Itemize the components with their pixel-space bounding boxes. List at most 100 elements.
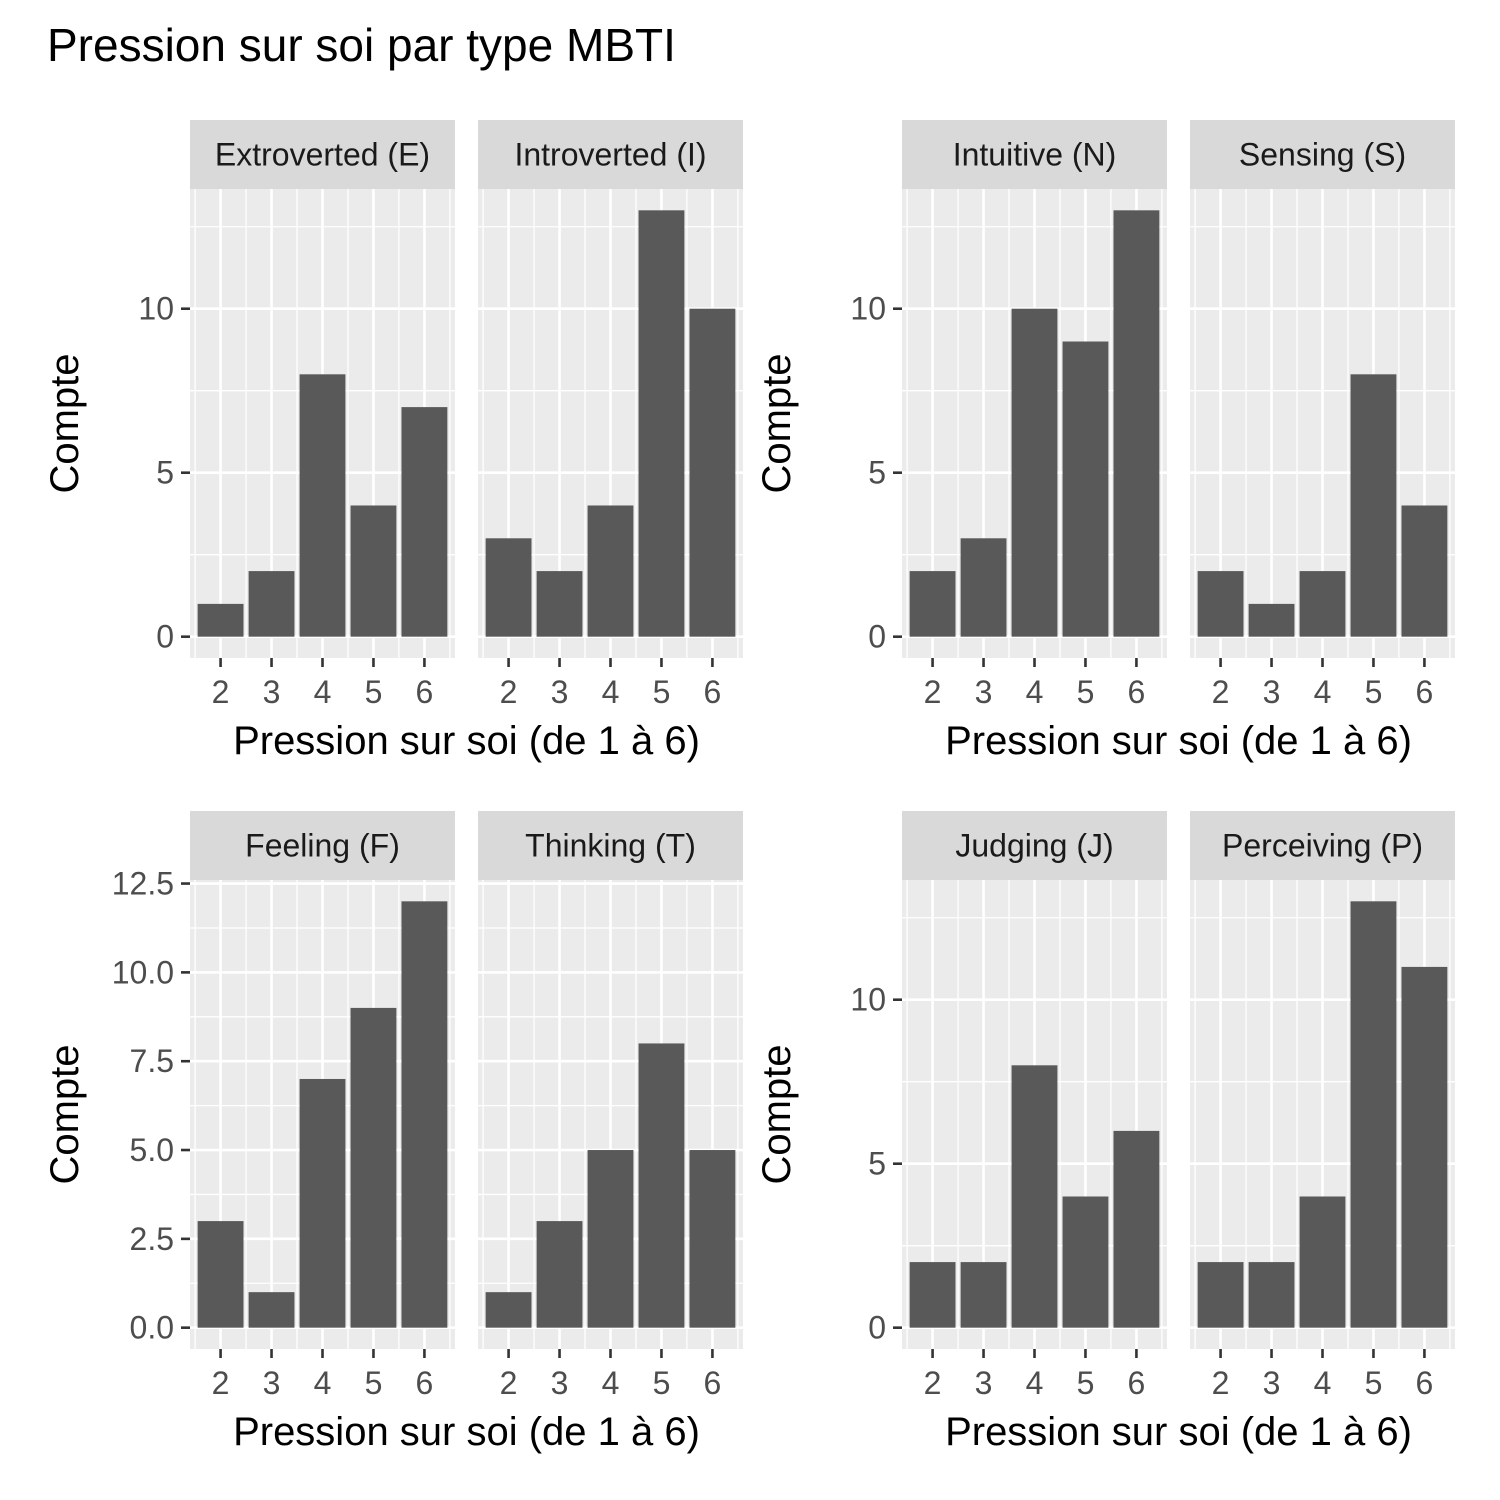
bar (587, 505, 634, 637)
bar (350, 1007, 397, 1328)
x-tick-label: 5 (365, 1365, 383, 1401)
x-axis-title: Pression sur soi (de 1 à 6) (945, 719, 1412, 763)
bar (1113, 210, 1160, 637)
facet-strip-label: Intuitive (N) (953, 137, 1117, 173)
x-tick-label: 4 (314, 1365, 332, 1401)
x-tick-label: 5 (1077, 674, 1095, 710)
bar (248, 1292, 295, 1328)
y-tick-label: 5.0 (130, 1132, 174, 1168)
bar (638, 1043, 685, 1328)
y-tick-label: 5 (868, 1146, 886, 1182)
x-tick-label: 2 (924, 1365, 942, 1401)
x-tick-label: 2 (924, 674, 942, 710)
facet-panel-4-1: Judging (J) 2 3 4 5 6 (902, 811, 1167, 1401)
x-tick-label: 4 (602, 1365, 620, 1401)
facet-strip (1190, 120, 1455, 189)
x-tick-label: 2 (1212, 1365, 1230, 1401)
y-axis-title: Compte (43, 353, 87, 493)
y-tick-label: 10 (138, 291, 174, 327)
facet-strip (902, 120, 1167, 189)
bar (1197, 1262, 1244, 1328)
y-tick-label: 5 (156, 455, 174, 491)
bar (350, 505, 397, 637)
chart-title: Pression sur soi par type MBTI (47, 19, 676, 71)
x-tick-label: 6 (1128, 674, 1146, 710)
x-tick-label: 4 (314, 674, 332, 710)
y-tick-label: 10 (850, 982, 886, 1018)
x-tick-label: 5 (365, 674, 383, 710)
bar (1350, 374, 1397, 637)
facet-strip (902, 811, 1167, 880)
facet-strip-label: Judging (J) (955, 828, 1113, 864)
x-tick-label: 2 (500, 1365, 518, 1401)
facet-strip (478, 811, 743, 880)
x-tick-label: 4 (602, 674, 620, 710)
x-axis-title: Pression sur soi (de 1 à 6) (233, 1410, 700, 1454)
bar (485, 1292, 532, 1328)
facet-strip-label: Thinking (T) (525, 828, 696, 864)
y-tick-label: 2.5 (130, 1221, 174, 1257)
bar (638, 210, 685, 637)
y-tick-label: 0.0 (130, 1310, 174, 1346)
y-tick-label: 5 (868, 455, 886, 491)
bar (1248, 603, 1295, 637)
x-tick-label: 3 (551, 674, 569, 710)
x-tick-label: 6 (704, 674, 722, 710)
facet-panel-1-1: Extroverted (E) 2 3 4 5 6 (190, 120, 455, 710)
facet-panel-3-1: Feeling (F) 2 3 4 5 6 (190, 811, 455, 1401)
bar (1299, 571, 1346, 637)
bar (1401, 505, 1448, 637)
y-tick-label: 10.0 (112, 954, 174, 990)
y-axis-title: Compte (755, 353, 799, 493)
bar (1062, 341, 1109, 637)
bar (587, 1150, 634, 1328)
facet-panel-2-1: Intuitive (N) 2 3 4 5 6 (902, 120, 1167, 710)
bar (197, 1221, 244, 1328)
facet-panel-3-2: Thinking (T) 2 3 4 5 6 (478, 811, 743, 1401)
x-axis-title: Pression sur soi (de 1 à 6) (233, 719, 700, 763)
facet-panel-2-2: Sensing (S) 2 3 4 5 6 (1190, 120, 1455, 710)
bar (1197, 571, 1244, 637)
x-tick-label: 5 (1365, 674, 1383, 710)
facet-panel-1-2: Introverted (I) 2 3 4 5 6 (478, 120, 743, 710)
bar (689, 308, 736, 637)
x-tick-label: 4 (1026, 1365, 1044, 1401)
x-tick-label: 6 (416, 674, 434, 710)
bar (1011, 308, 1058, 637)
bar (197, 603, 244, 637)
bar (1299, 1196, 1346, 1328)
y-tick-label: 12.5 (112, 866, 174, 902)
facet-strip-label: Feeling (F) (245, 828, 400, 864)
y-axis-title: Compte (43, 1044, 87, 1184)
x-tick-label: 6 (1128, 1365, 1146, 1401)
x-tick-label: 3 (1263, 674, 1281, 710)
facet-strip (190, 120, 455, 189)
facet-panel-4-2: Perceiving (P) 2 3 4 5 6 (1190, 811, 1455, 1401)
facet-strip (190, 811, 455, 880)
x-tick-label: 4 (1314, 674, 1332, 710)
x-tick-label: 3 (551, 1365, 569, 1401)
bar (1113, 1130, 1160, 1328)
bar (485, 538, 532, 637)
bar (1011, 1065, 1058, 1328)
facet-strip-label: Introverted (I) (514, 137, 706, 173)
x-tick-label: 2 (500, 674, 518, 710)
facet-strip-label: Perceiving (P) (1222, 828, 1423, 864)
x-tick-label: 2 (212, 1365, 230, 1401)
bar (909, 571, 956, 637)
bar (536, 1221, 583, 1328)
x-tick-label: 3 (263, 674, 281, 710)
x-tick-label: 4 (1026, 674, 1044, 710)
bar (299, 1078, 346, 1328)
bar (401, 901, 448, 1328)
x-tick-label: 3 (975, 1365, 993, 1401)
bar (401, 407, 448, 637)
facet-strip-label: Sensing (S) (1239, 137, 1406, 173)
x-tick-label: 5 (1077, 1365, 1095, 1401)
x-tick-label: 6 (704, 1365, 722, 1401)
bar (1248, 1262, 1295, 1328)
y-tick-label: 7.5 (130, 1043, 174, 1079)
